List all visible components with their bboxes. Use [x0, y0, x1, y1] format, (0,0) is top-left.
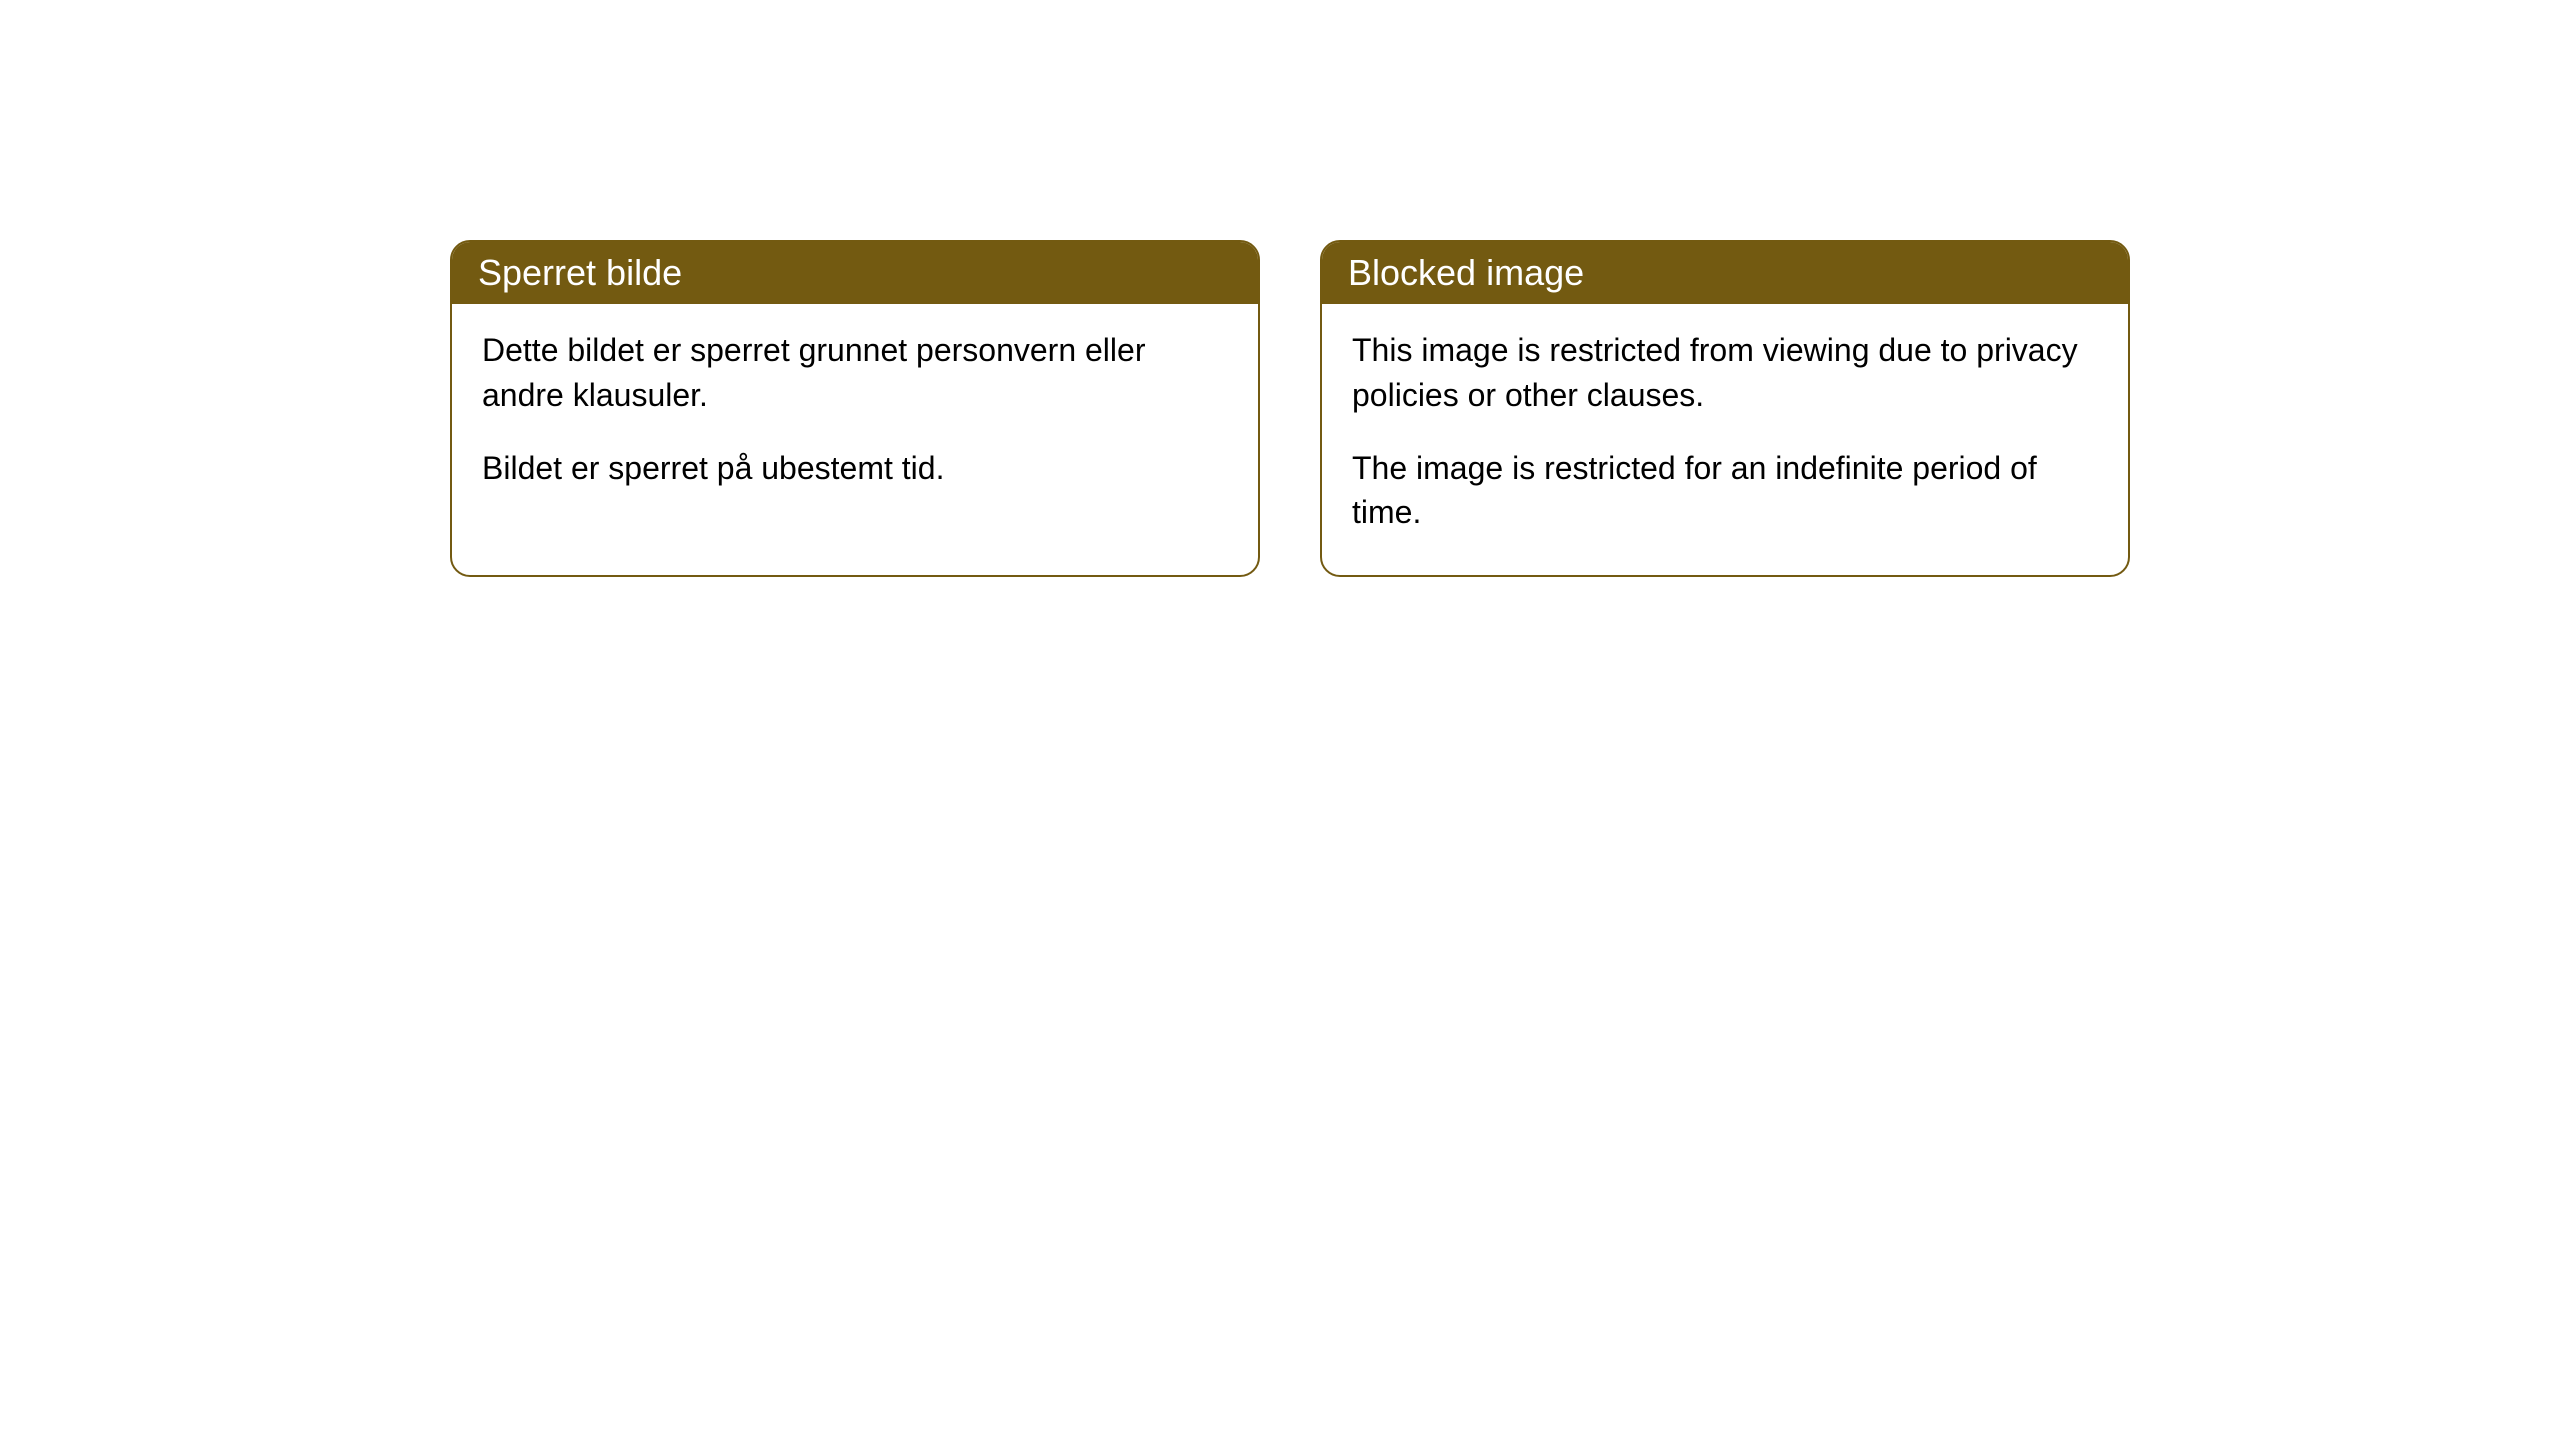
notice-header: Sperret bilde: [452, 242, 1258, 304]
notice-body: This image is restricted from viewing du…: [1322, 304, 2128, 575]
notice-card-english: Blocked image This image is restricted f…: [1320, 240, 2130, 577]
notice-paragraph: This image is restricted from viewing du…: [1352, 328, 2098, 418]
notice-paragraph: The image is restricted for an indefinit…: [1352, 446, 2098, 536]
notice-paragraph: Bildet er sperret på ubestemt tid.: [482, 446, 1228, 491]
notice-header: Blocked image: [1322, 242, 2128, 304]
notice-container: Sperret bilde Dette bildet er sperret gr…: [0, 0, 2560, 577]
notice-body: Dette bildet er sperret grunnet personve…: [452, 304, 1258, 530]
notice-card-norwegian: Sperret bilde Dette bildet er sperret gr…: [450, 240, 1260, 577]
notice-paragraph: Dette bildet er sperret grunnet personve…: [482, 328, 1228, 418]
